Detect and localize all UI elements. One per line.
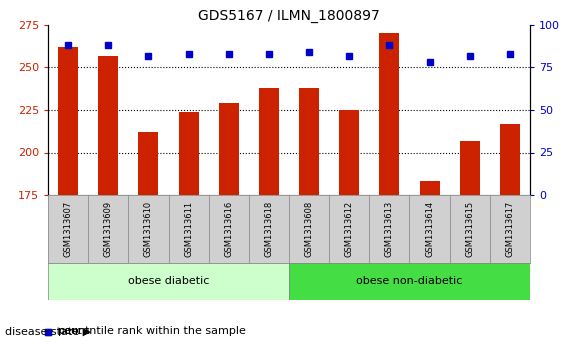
Text: GSM1313615: GSM1313615 [465, 200, 474, 257]
Text: GSM1313616: GSM1313616 [224, 200, 233, 257]
Text: GSM1313607: GSM1313607 [64, 200, 73, 257]
Bar [379, 33, 400, 195]
Bar [58, 47, 78, 195]
Bar [289, 263, 530, 300]
Text: GSM1313612: GSM1313612 [345, 200, 354, 257]
Bar [138, 132, 158, 195]
Bar [339, 110, 359, 195]
Text: obese diabetic: obese diabetic [128, 277, 209, 286]
Text: GSM1313613: GSM1313613 [385, 200, 394, 257]
Bar [299, 88, 319, 195]
Bar [419, 182, 440, 195]
Bar [218, 103, 239, 195]
Bar [259, 88, 279, 195]
Text: GSM1313611: GSM1313611 [184, 200, 193, 257]
Title: GDS5167 / ILMN_1800897: GDS5167 / ILMN_1800897 [198, 9, 380, 23]
Text: GSM1313609: GSM1313609 [104, 200, 113, 257]
Bar [48, 263, 289, 300]
Bar [98, 56, 118, 195]
Bar [178, 112, 199, 195]
Text: percentile rank within the sample: percentile rank within the sample [58, 326, 246, 337]
Text: GSM1313610: GSM1313610 [144, 200, 153, 257]
Text: GSM1313614: GSM1313614 [425, 200, 434, 257]
Text: count: count [58, 326, 90, 337]
Text: disease state ▶: disease state ▶ [5, 326, 91, 337]
Text: GSM1313617: GSM1313617 [506, 200, 515, 257]
Text: obese non-diabetic: obese non-diabetic [356, 277, 463, 286]
Text: GSM1313608: GSM1313608 [305, 200, 314, 257]
Bar [500, 123, 520, 195]
Bar [460, 140, 480, 195]
Text: GSM1313618: GSM1313618 [265, 200, 274, 257]
